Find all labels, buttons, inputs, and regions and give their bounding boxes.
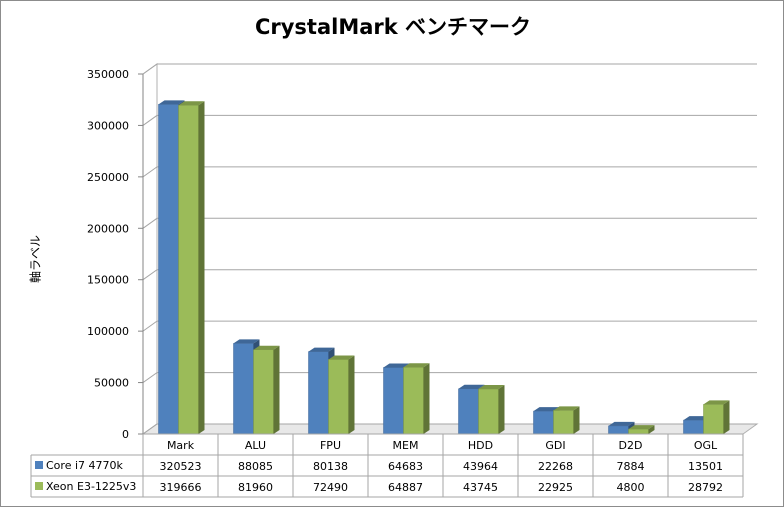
gridline	[142, 114, 757, 126]
bar	[608, 425, 629, 435]
bar-side	[648, 425, 655, 434]
bar	[478, 388, 499, 435]
bar-top	[178, 101, 205, 106]
bar-top	[533, 407, 560, 412]
bar	[533, 410, 554, 435]
bar	[628, 428, 649, 435]
bar	[703, 404, 724, 435]
y-tick-label: 100000	[87, 325, 129, 338]
data-value: 4800	[617, 481, 645, 494]
bar	[253, 349, 274, 435]
bar-top	[233, 339, 260, 344]
bar-top	[553, 406, 580, 411]
data-value: 43745	[463, 481, 498, 494]
bar	[308, 351, 329, 435]
bar	[233, 343, 254, 435]
y-tick-label: 150000	[87, 274, 129, 287]
gridline	[142, 372, 757, 383]
bar-top	[328, 355, 355, 360]
bar-side	[498, 385, 505, 434]
bar	[553, 410, 574, 435]
bar-top	[458, 384, 485, 389]
data-value: 7884	[617, 460, 645, 473]
category-label: GDI	[545, 439, 565, 452]
y-tick-label: 250000	[87, 171, 129, 184]
category-label: HDD	[468, 439, 493, 452]
bar	[158, 104, 179, 435]
bar	[403, 367, 424, 435]
legend-label: Core i7 4770k	[46, 459, 124, 472]
bar	[328, 359, 349, 435]
y-tick-label: 50000	[94, 377, 129, 390]
data-value: 22268	[538, 460, 573, 473]
bar-top	[628, 425, 655, 430]
bar-side	[348, 355, 355, 434]
y-tick-label: 300000	[87, 119, 129, 132]
data-value: 320523	[160, 460, 202, 473]
data-value: 13501	[688, 460, 723, 473]
y-tick-label: 0	[122, 428, 129, 441]
category-label: Mark	[167, 439, 195, 452]
data-value: 28792	[688, 481, 723, 494]
category-label: FPU	[320, 439, 341, 452]
bar-top	[403, 363, 430, 368]
legend-swatch	[35, 461, 43, 469]
data-value: 22925	[538, 481, 573, 494]
data-value: 72490	[313, 481, 348, 494]
bar-top	[683, 416, 710, 421]
data-value: 81960	[238, 481, 273, 494]
gridline	[142, 320, 757, 332]
data-value: 43964	[463, 460, 498, 473]
legend-label: Xeon E3-1225v3	[46, 480, 136, 493]
bar-side	[723, 400, 730, 434]
gridline	[142, 217, 757, 229]
y-tick-label: 200000	[87, 222, 129, 235]
bar	[178, 104, 199, 435]
bar-side	[198, 101, 205, 434]
category-label: OGL	[694, 439, 718, 452]
bar-side	[273, 345, 280, 434]
bar-top	[478, 385, 505, 390]
data-value: 64683	[388, 460, 423, 473]
category-label: ALU	[245, 439, 266, 452]
y-tick-label: 350000	[87, 68, 129, 81]
bar	[383, 367, 404, 435]
bar-top	[158, 100, 185, 105]
bar-side	[423, 363, 430, 434]
side-wall	[142, 63, 158, 435]
bar-top	[308, 347, 335, 352]
data-value: 88085	[238, 460, 273, 473]
bar	[683, 419, 704, 435]
bar-side	[573, 406, 580, 434]
legend-swatch	[35, 482, 43, 490]
gridline	[142, 269, 757, 281]
category-label: D2D	[619, 439, 643, 452]
gridline	[142, 166, 757, 178]
data-value: 80138	[313, 460, 348, 473]
data-value: 319666	[160, 481, 202, 494]
bar-top	[253, 345, 280, 350]
bar-top	[608, 421, 635, 426]
bar	[458, 388, 479, 435]
data-value: 64887	[388, 481, 423, 494]
gridline	[142, 63, 757, 75]
chart-title: CrystalMark ベンチマーク	[254, 15, 532, 39]
category-label: MEM	[393, 439, 419, 452]
bar-top	[703, 400, 730, 405]
bar-top	[383, 363, 410, 368]
